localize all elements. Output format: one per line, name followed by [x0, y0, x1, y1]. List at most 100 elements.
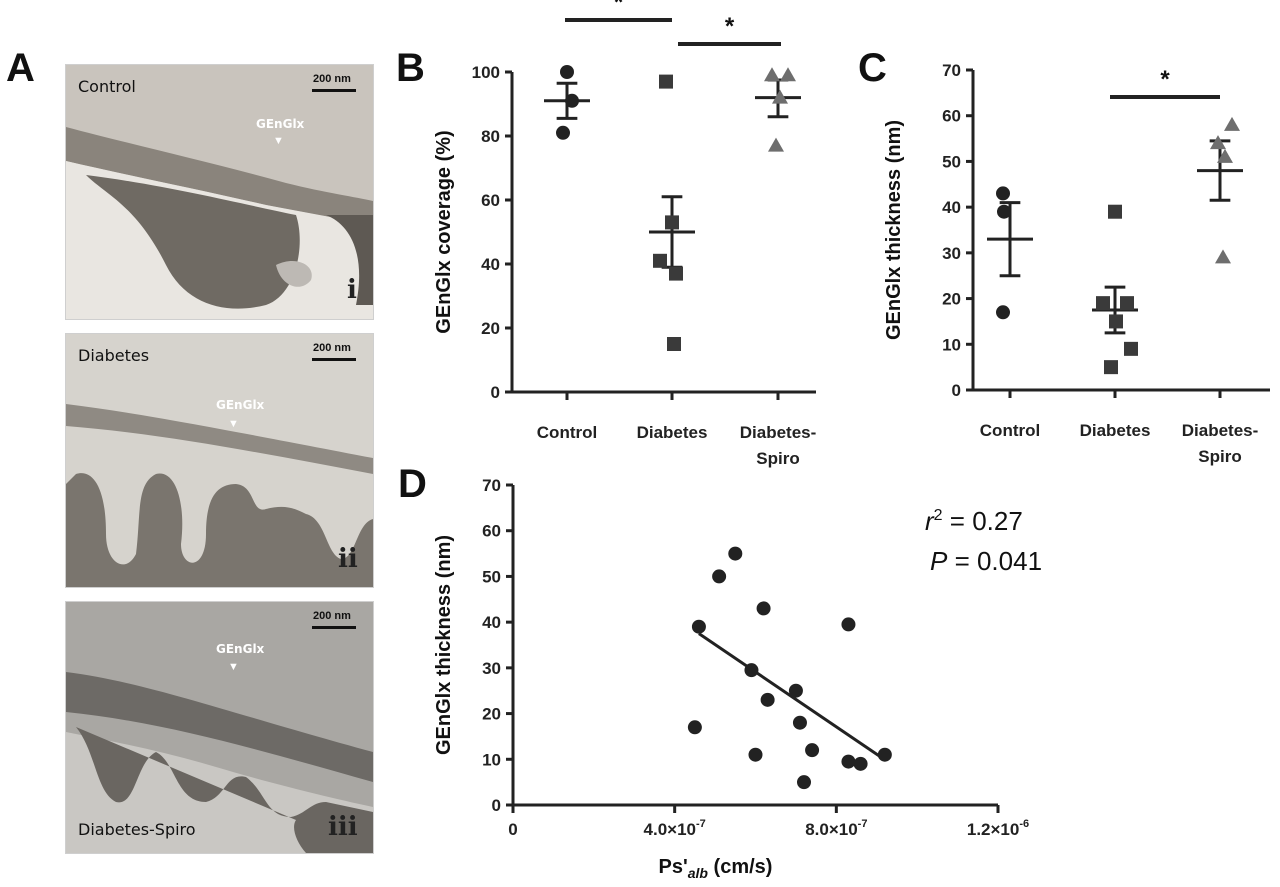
- micrograph-label: Diabetes: [78, 346, 150, 365]
- data-point: [1210, 135, 1226, 150]
- data-point: [1224, 116, 1240, 131]
- data-point: [748, 747, 763, 762]
- regression-line: [698, 632, 882, 759]
- data-point: [665, 215, 679, 230]
- x-tick-label: 1.2×10-6: [967, 818, 1029, 839]
- y-tick-label: 30: [482, 659, 501, 678]
- micrograph-diabetes-spiro: 200 nm GEnGlx ▼ Diabetes-Spiro iii: [65, 601, 374, 854]
- scale-bar: [312, 89, 356, 92]
- scale-bar-label: 200 nm: [313, 73, 351, 85]
- significance-marker: *: [614, 0, 624, 16]
- y-tick-label: 20: [482, 705, 501, 724]
- data-point: [780, 67, 796, 82]
- glycocalyx-label: GEnGlx: [256, 117, 305, 131]
- y-tick-label: 60: [481, 191, 500, 210]
- y-tick-label: 40: [942, 198, 961, 217]
- data-point: [687, 720, 702, 735]
- data-point: [1124, 341, 1138, 356]
- data-point: [744, 663, 759, 678]
- y-tick-label: 70: [482, 476, 501, 495]
- micrograph-control: Control 200 nm GEnGlx ▼ i: [65, 64, 374, 320]
- significance-marker: *: [1160, 66, 1170, 93]
- micrograph-diabetes-image: [66, 334, 373, 587]
- data-point: [712, 569, 727, 584]
- panel-index: iii: [328, 812, 358, 842]
- glycocalyx-label: GEnGlx: [216, 398, 265, 412]
- chart-b-coverage: 0 20 40 60 80 100 GEnGlx coverage (%) Control Di…: [433, 0, 817, 468]
- panel-label-a: A: [6, 46, 35, 90]
- p-value-annotation: P = 0.041: [930, 546, 1042, 576]
- x-tick-label: 8.0×10-7: [805, 818, 867, 839]
- data-point: [841, 754, 856, 769]
- x-category-label: Diabetes: [637, 423, 708, 442]
- y-axis-title: GEnGlx coverage (%): [433, 130, 455, 333]
- y-tick-label: 0: [491, 383, 500, 402]
- data-point: [797, 775, 811, 790]
- data-point: [1108, 204, 1122, 219]
- data-point: [667, 337, 681, 351]
- data-point: [788, 683, 803, 698]
- data-point: [996, 305, 1010, 320]
- y-tick-label: 0: [952, 381, 961, 400]
- y-tick-label: 20: [942, 290, 961, 309]
- panel-index: i: [347, 275, 357, 305]
- x-category-label: Diabetes: [1080, 421, 1151, 440]
- y-tick-label: 80: [481, 127, 500, 146]
- data-point: [1104, 360, 1118, 375]
- data-point: [691, 619, 706, 634]
- r-squared-annotation: r2 = 0.27: [925, 506, 1023, 536]
- glycocalyx-label: GEnGlx: [216, 642, 265, 656]
- panel-label-d: D: [398, 462, 427, 506]
- data-point: [764, 67, 780, 82]
- data-point: [565, 93, 579, 108]
- data-point: [669, 266, 683, 281]
- data-point: [653, 253, 667, 268]
- data-point: [1120, 296, 1134, 311]
- micrograph-diabetes: Diabetes 200 nm GEnGlx ▼ ii: [65, 333, 374, 588]
- y-tick-label: 70: [942, 61, 961, 80]
- data-point: [1215, 249, 1231, 264]
- x-category-label: Diabetes-: [740, 423, 817, 442]
- scale-bar-label: 200 nm: [313, 610, 351, 622]
- data-point: [659, 74, 673, 89]
- data-point: [853, 756, 868, 771]
- x-axis-title: Ps'alb (cm/s): [659, 856, 773, 881]
- scale-bar: [312, 358, 356, 361]
- data-point: [841, 617, 856, 632]
- x-category-label: Spiro: [1198, 447, 1241, 466]
- x-category-label: Control: [980, 421, 1040, 440]
- data-point: [877, 747, 892, 762]
- y-tick-label: 100: [472, 63, 500, 82]
- y-tick-label: 60: [482, 522, 501, 541]
- arrowhead-icon: ▼: [273, 135, 284, 147]
- y-tick-label: 10: [942, 335, 961, 354]
- arrowhead-icon: ▼: [228, 418, 239, 430]
- data-point: [1109, 314, 1123, 329]
- x-category-label: Spiro: [756, 449, 799, 468]
- scale-bar: [312, 626, 356, 629]
- y-tick-label: 20: [481, 319, 500, 338]
- scale-bar-label: 200 nm: [313, 342, 351, 354]
- data-point: [805, 743, 820, 758]
- data-point: [1217, 148, 1233, 163]
- panel-index: ii: [338, 544, 358, 574]
- x-tick-label: 0: [508, 820, 517, 839]
- arrowhead-icon: ▼: [228, 661, 239, 673]
- data-point: [772, 89, 788, 104]
- panel-label-b: B: [396, 46, 425, 90]
- chart-d-correlation: 0 10 20 30 40 50 60 70 0 4.0×10-7 8.0×10-7 1.2×10-6…: [433, 476, 1042, 881]
- data-point: [997, 204, 1011, 219]
- y-tick-label: 50: [942, 152, 961, 171]
- panel-label-c: C: [858, 46, 887, 90]
- y-tick-label: 30: [942, 244, 961, 263]
- y-axis-title: GEnGlx thickness (nm): [433, 535, 455, 755]
- data-point: [792, 715, 807, 730]
- micrograph-diabetes-spiro-image: [66, 602, 373, 853]
- y-tick-label: 0: [492, 796, 501, 815]
- y-axis-title: GEnGlx thickness (nm): [883, 120, 905, 340]
- data-point: [768, 137, 784, 152]
- chart-c-thickness: 0 10 20 30 40 50 60 70 GEnGlx thickness (nm) Cont…: [883, 61, 1270, 466]
- data-point: [760, 692, 775, 707]
- data-point: [756, 601, 771, 616]
- micrograph-label: Control: [78, 77, 136, 96]
